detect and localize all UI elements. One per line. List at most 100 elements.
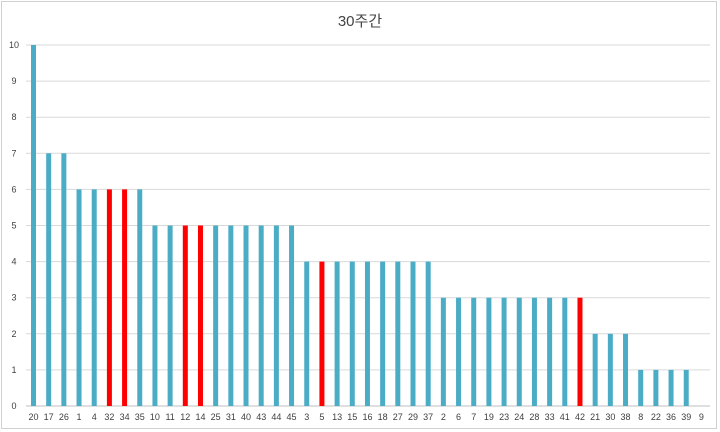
x-tick-label: 22	[651, 412, 661, 422]
y-tick-label: 0	[11, 401, 16, 411]
bar-36	[668, 369, 674, 406]
bar-38	[623, 333, 629, 406]
x-tick-label: 34	[120, 412, 130, 422]
bar-25	[213, 225, 219, 406]
x-tick-label: 1	[77, 412, 82, 422]
x-tick-label: 13	[332, 412, 342, 422]
x-tick-label: 30	[605, 412, 615, 422]
x-tick-label: 32	[104, 412, 114, 422]
x-tick-label: 39	[681, 412, 691, 422]
x-tick-label: 42	[575, 412, 585, 422]
x-tick-label: 14	[195, 412, 205, 422]
x-tick-label: 44	[271, 412, 281, 422]
x-tick-label: 8	[638, 412, 643, 422]
bar-24	[516, 297, 522, 406]
bar-32	[106, 189, 112, 406]
x-tick-label: 27	[393, 412, 403, 422]
x-tick-label: 4	[92, 412, 97, 422]
bar-27	[395, 261, 401, 406]
bar-4	[91, 189, 97, 406]
x-tick-label: 38	[621, 412, 631, 422]
bar-26	[61, 153, 67, 406]
bars	[31, 45, 689, 406]
bar-37	[425, 261, 431, 406]
bar-42	[577, 297, 583, 406]
y-tick-label: 9	[11, 76, 16, 86]
bar-16	[364, 261, 370, 406]
bar-3	[304, 261, 310, 406]
bar-5	[319, 261, 325, 406]
x-tick-label: 31	[226, 412, 236, 422]
bar-39	[683, 369, 689, 406]
bar-10	[152, 225, 158, 406]
x-tick-label: 7	[471, 412, 476, 422]
bar-30	[607, 333, 613, 406]
x-tick-label: 15	[347, 412, 357, 422]
x-tick-label: 2	[441, 412, 446, 422]
x-tick-label: 24	[514, 412, 524, 422]
y-tick-label: 6	[11, 184, 16, 194]
bar-8	[638, 369, 644, 406]
x-tick-label: 16	[362, 412, 372, 422]
x-tick-label: 18	[378, 412, 388, 422]
bar-12	[182, 225, 188, 406]
y-axis-ticks: 0 1 2 3 4 5 6 7 8 9 10	[9, 40, 19, 411]
bar-21	[592, 333, 598, 406]
y-tick-label: 5	[11, 221, 16, 231]
x-tick-label: 29	[408, 412, 418, 422]
y-tick-label: 3	[11, 293, 16, 303]
x-tick-label: 21	[590, 412, 600, 422]
bar-6	[456, 297, 462, 406]
y-tick-label: 7	[11, 148, 16, 158]
chart-title: 30주간	[337, 13, 383, 30]
y-tick-label: 2	[11, 329, 16, 339]
x-tick-label: 33	[545, 412, 555, 422]
x-tick-label: 19	[484, 412, 494, 422]
bar-20	[31, 45, 36, 406]
x-tick-label: 6	[456, 412, 461, 422]
x-tick-label: 41	[560, 412, 570, 422]
x-tick-label: 10	[150, 412, 160, 422]
bar-17	[46, 153, 52, 406]
bar-2	[440, 297, 446, 406]
bar-23	[501, 297, 507, 406]
x-tick-label: 12	[180, 412, 190, 422]
y-tick-label: 1	[11, 365, 16, 375]
x-tick-label: 28	[529, 412, 539, 422]
bar-44	[273, 225, 279, 406]
x-tick-label: 45	[287, 412, 297, 422]
bar-34	[122, 189, 128, 406]
bar-1	[76, 189, 82, 406]
x-tick-label: 35	[135, 412, 145, 422]
bar-35	[137, 189, 143, 406]
x-tick-label: 3	[304, 412, 309, 422]
bar-41	[562, 297, 568, 406]
y-tick-label: 8	[11, 112, 16, 122]
bar-43	[258, 225, 264, 406]
x-axis-labels: 20 17 26 1 4 32 34 35 10 11 12 14 25 31 40 43 44 45 3 5 13 15…	[28, 412, 703, 422]
bar-22	[653, 369, 659, 406]
bar-29	[410, 261, 416, 406]
bar-7	[471, 297, 477, 406]
bar-19	[486, 297, 492, 406]
bar-13	[334, 261, 340, 406]
bar-11	[167, 225, 173, 406]
bar-40	[243, 225, 249, 406]
bar-33	[547, 297, 553, 406]
x-tick-label: 20	[28, 412, 38, 422]
bar-15	[349, 261, 355, 406]
x-tick-label: 26	[59, 412, 69, 422]
x-tick-label: 5	[319, 412, 324, 422]
bar-14	[197, 225, 203, 406]
bar-45	[289, 225, 295, 406]
x-tick-label: 36	[666, 412, 676, 422]
x-tick-label: 40	[241, 412, 251, 422]
x-tick-label: 17	[44, 412, 54, 422]
x-tick-label: 23	[499, 412, 509, 422]
bar-28	[531, 297, 537, 406]
x-tick-label: 25	[211, 412, 221, 422]
x-tick-label: 11	[165, 412, 174, 422]
bar-18	[380, 261, 386, 406]
